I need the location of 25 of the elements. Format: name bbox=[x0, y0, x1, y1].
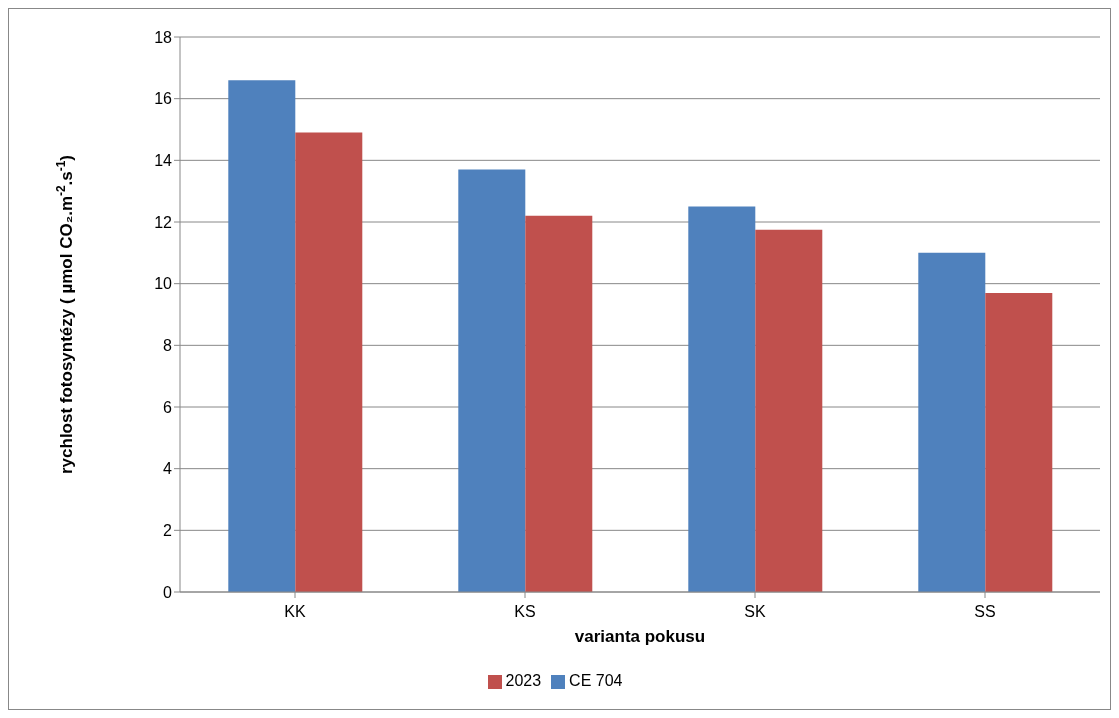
y-tick-label: 4 bbox=[163, 460, 173, 478]
y-tick-label: 10 bbox=[154, 275, 173, 293]
y-tick-label: 16 bbox=[154, 90, 173, 108]
x-tick-label: KK bbox=[284, 603, 306, 621]
x-axis-title: varianta pokusu bbox=[574, 627, 706, 646]
y-tick-label: 14 bbox=[154, 152, 173, 170]
y-tick-label: 0 bbox=[163, 583, 173, 601]
y-tick-label: 12 bbox=[154, 213, 173, 231]
bar bbox=[458, 169, 526, 592]
y-tick-label: 2 bbox=[163, 522, 173, 540]
legend-label: 2023 bbox=[505, 672, 542, 689]
y-tick-label: 18 bbox=[154, 28, 173, 46]
y-tick-label: 8 bbox=[163, 337, 173, 355]
bar bbox=[918, 252, 986, 592]
bar bbox=[985, 292, 1053, 592]
x-tick-label: SK bbox=[744, 603, 766, 621]
bar bbox=[295, 132, 363, 592]
y-tick-label: 6 bbox=[163, 398, 173, 416]
x-tick-label: KS bbox=[514, 603, 536, 621]
legend-label: CE 704 bbox=[569, 672, 623, 689]
bar bbox=[228, 80, 296, 592]
bar bbox=[755, 229, 823, 592]
bar bbox=[688, 206, 756, 592]
bar bbox=[525, 215, 593, 592]
x-tick-label: SS bbox=[974, 603, 996, 621]
